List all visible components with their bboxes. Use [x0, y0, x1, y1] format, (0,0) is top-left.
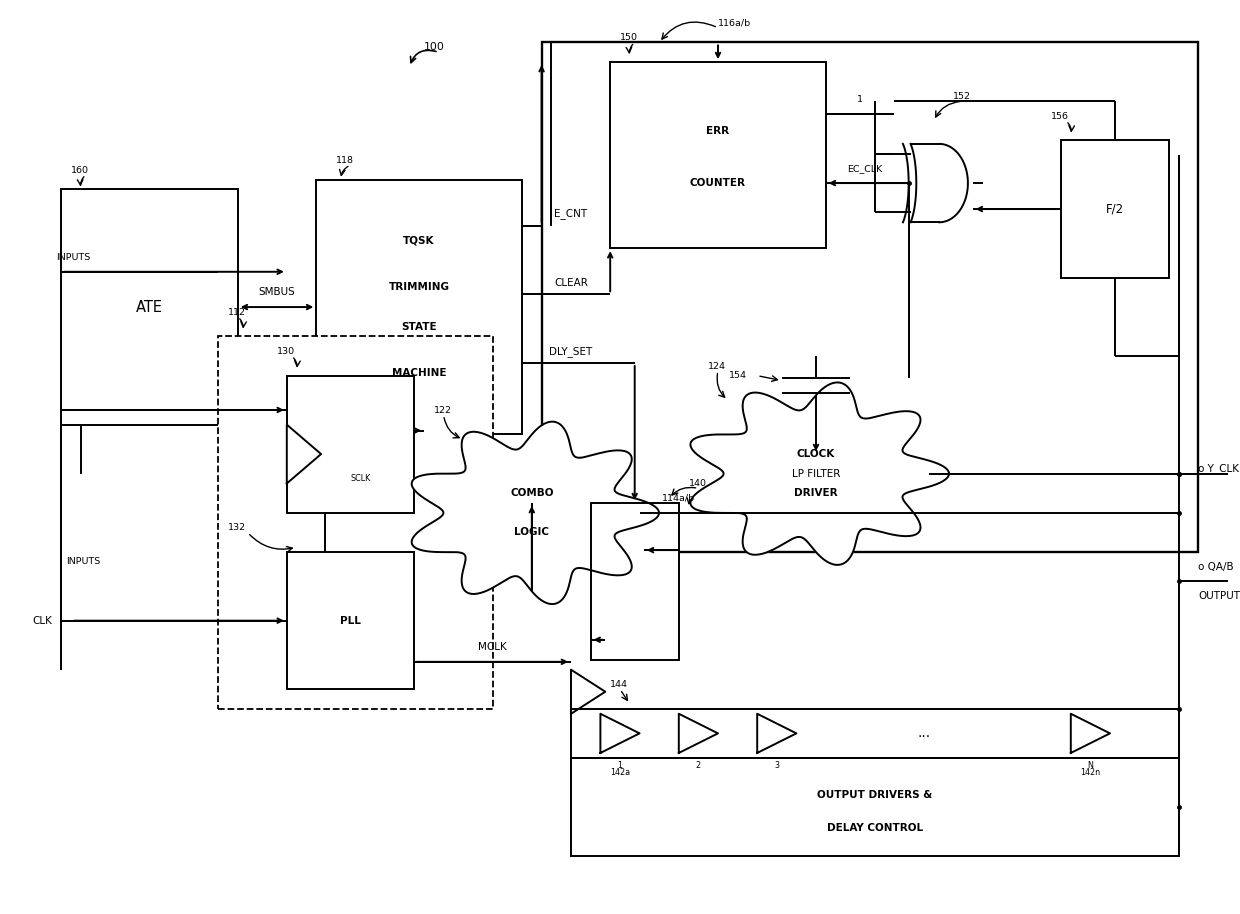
Text: 140: 140 — [688, 479, 707, 488]
Bar — [590, 503, 678, 660]
Text: 116a/b: 116a/b — [718, 19, 751, 27]
Text: COMBO: COMBO — [510, 488, 553, 498]
Text: 156: 156 — [1052, 112, 1069, 121]
Text: 1: 1 — [857, 95, 863, 104]
Polygon shape — [600, 714, 640, 753]
Bar — [218, 336, 492, 709]
Text: 142a: 142a — [610, 768, 630, 777]
Text: SMBUS: SMBUS — [259, 287, 295, 297]
Bar — [610, 62, 826, 249]
Text: 124: 124 — [708, 362, 727, 371]
Text: PLL: PLL — [340, 616, 361, 626]
Text: o Y_CLK: o Y_CLK — [1198, 463, 1239, 474]
Text: LOGIC: LOGIC — [515, 527, 549, 537]
Polygon shape — [570, 709, 1178, 758]
Text: DELAY CONTROL: DELAY CONTROL — [827, 824, 923, 834]
Text: CLEAR: CLEAR — [554, 278, 588, 288]
Text: N: N — [1087, 760, 1094, 770]
Text: E_CNT: E_CNT — [554, 208, 588, 219]
Text: 122: 122 — [434, 406, 451, 415]
Text: DLY_SET: DLY_SET — [549, 345, 593, 356]
Text: 144: 144 — [610, 680, 629, 689]
Text: ...: ... — [918, 727, 930, 740]
Text: 2: 2 — [696, 760, 701, 770]
Polygon shape — [691, 382, 949, 565]
Text: ERR: ERR — [707, 126, 729, 136]
Text: DRIVER: DRIVER — [794, 488, 838, 498]
Text: INPUTS: INPUTS — [66, 558, 100, 567]
Text: ATE: ATE — [136, 300, 164, 314]
Text: SCLK: SCLK — [350, 474, 371, 484]
Bar — [286, 552, 414, 689]
Text: 112: 112 — [228, 308, 246, 317]
Bar — [1061, 141, 1169, 278]
Text: 142n: 142n — [1080, 768, 1100, 777]
Text: 150: 150 — [620, 34, 639, 42]
Bar — [316, 180, 522, 434]
Text: 1: 1 — [618, 760, 622, 770]
Bar — [542, 42, 1198, 552]
Text: EC_CLK: EC_CLK — [847, 164, 883, 173]
Text: o QA/B: o QA/B — [1198, 562, 1234, 572]
Text: 118: 118 — [336, 156, 353, 165]
Text: 130: 130 — [277, 347, 295, 356]
Polygon shape — [1071, 714, 1110, 753]
Text: INPUTS: INPUTS — [57, 253, 91, 262]
Text: COUNTER: COUNTER — [689, 178, 746, 188]
Text: LP FILTER: LP FILTER — [792, 469, 841, 479]
Polygon shape — [910, 143, 968, 222]
Text: TRIMMING: TRIMMING — [388, 282, 450, 292]
Text: MACHINE: MACHINE — [392, 368, 446, 378]
Text: STATE: STATE — [402, 323, 436, 333]
Text: 3: 3 — [774, 760, 779, 770]
Bar — [570, 758, 1178, 856]
Text: 152: 152 — [954, 92, 971, 101]
Text: OUTPUT: OUTPUT — [1198, 591, 1240, 601]
Bar — [286, 376, 414, 513]
Text: 154: 154 — [729, 371, 748, 380]
Text: 100: 100 — [424, 42, 445, 52]
Polygon shape — [678, 714, 718, 753]
Bar — [62, 189, 238, 425]
Text: CLOCK: CLOCK — [797, 449, 835, 459]
Polygon shape — [286, 425, 321, 484]
Text: CLK: CLK — [32, 616, 52, 626]
Text: 114a/b: 114a/b — [662, 494, 696, 503]
Text: TQSK: TQSK — [403, 236, 435, 246]
Polygon shape — [412, 421, 658, 604]
Text: F/2: F/2 — [1106, 203, 1123, 216]
Text: 160: 160 — [71, 165, 89, 175]
Text: 132: 132 — [228, 524, 246, 533]
Polygon shape — [758, 714, 796, 753]
Polygon shape — [570, 670, 605, 714]
Text: MCLK: MCLK — [479, 643, 507, 652]
Text: OUTPUT DRIVERS &: OUTPUT DRIVERS & — [817, 790, 932, 800]
